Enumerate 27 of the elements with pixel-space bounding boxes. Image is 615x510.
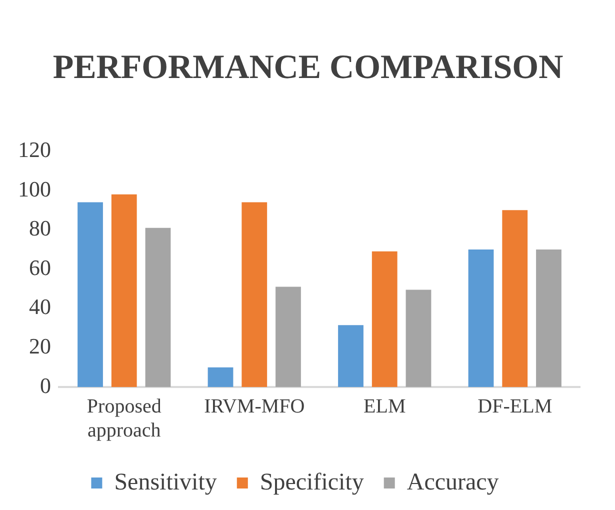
- legend-label: Accuracy: [406, 469, 499, 496]
- y-tick-label: 0: [40, 372, 51, 398]
- legend-label: Sensitivity: [114, 469, 217, 496]
- x-tick-label: DF-ELM: [478, 395, 552, 418]
- bar: [78, 202, 103, 387]
- bar: [536, 249, 562, 387]
- y-tick-label: 100: [18, 176, 51, 202]
- bar: [111, 194, 137, 387]
- y-tick-label: 60: [29, 254, 51, 280]
- bar: [468, 249, 494, 387]
- x-tick-label: IRVM-MFO: [204, 395, 305, 418]
- bar: [242, 202, 268, 387]
- chart-title: PERFORMANCE COMPARISON: [52, 48, 564, 88]
- y-tick-label: 120: [18, 136, 51, 162]
- bar: [338, 325, 364, 387]
- bar: [208, 367, 234, 387]
- bar: [502, 210, 528, 387]
- y-tick-label: 80: [29, 216, 51, 241]
- y-tick-label: 40: [29, 294, 51, 320]
- y-tick-label: 20: [29, 333, 51, 358]
- bar: [406, 290, 432, 387]
- bar: [145, 228, 171, 387]
- legend-label: Specificity: [260, 469, 364, 496]
- x-tick-label: ELM: [364, 395, 406, 418]
- bar: [372, 251, 398, 387]
- x-tick-label: Proposed approach: [86, 395, 162, 442]
- bar: [276, 286, 301, 387]
